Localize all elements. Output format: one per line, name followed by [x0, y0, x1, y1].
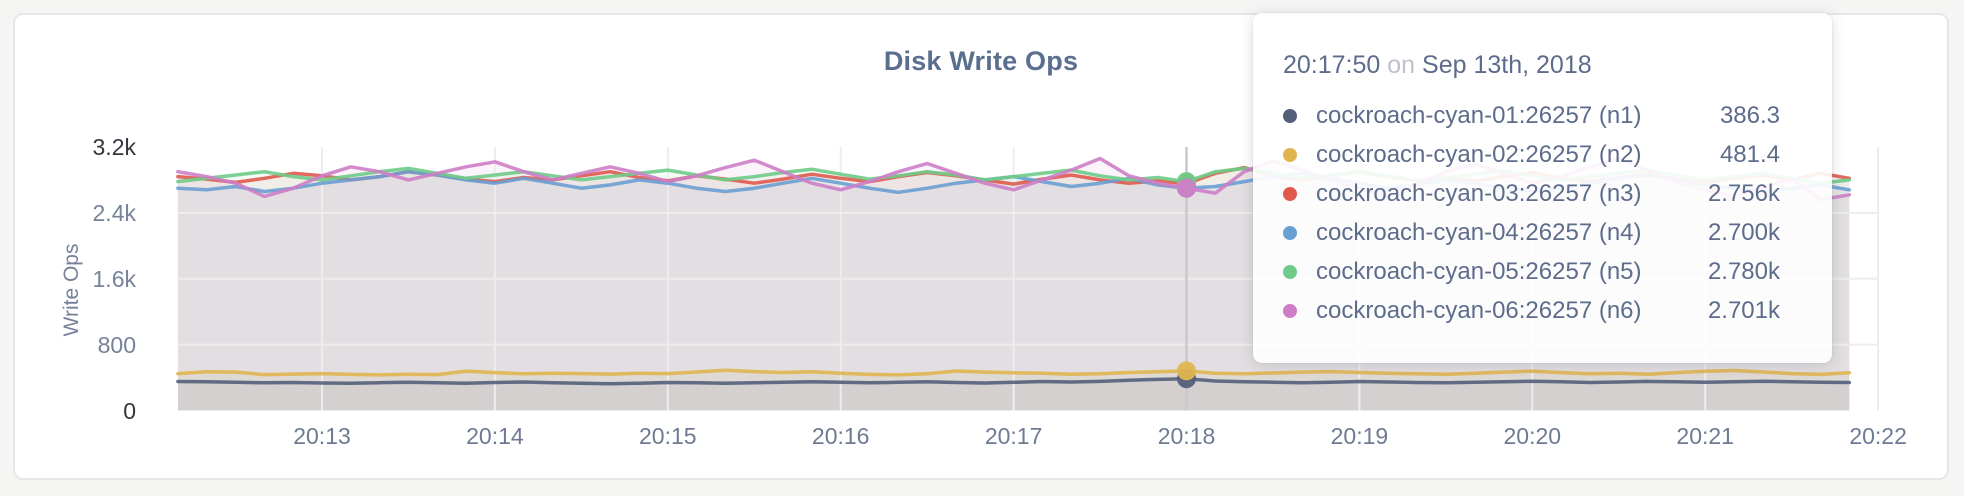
series-color-dot-icon — [1283, 303, 1297, 318]
series-line-n1 — [176, 376, 1852, 386]
tooltip-series-value: 2.700k — [1707, 218, 1780, 246]
hover-dot-n2 — [1177, 361, 1196, 381]
tooltip-series-row: cockroach-cyan-05:26257 (n5) 2.780k — [1283, 252, 1780, 291]
hover-dot-n6 — [1177, 178, 1196, 198]
tooltip-time: 20:17:50 — [1283, 51, 1381, 79]
tooltip-series-row: cockroach-cyan-03:26257 (n3) 2.756k — [1283, 174, 1780, 213]
series-color-dot-icon — [1283, 186, 1297, 201]
tooltip-conjunction: on — [1387, 51, 1416, 79]
tooltip-series-value: 2.701k — [1707, 296, 1780, 324]
tooltip-series-name: cockroach-cyan-06:26257 (n6) — [1316, 296, 1642, 324]
series-color-dot-icon — [1283, 108, 1297, 123]
tooltip-series-value: 481.4 — [1719, 140, 1780, 168]
series-line-n2 — [176, 368, 1852, 377]
tooltip-header: 20:17:50 on Sep 13th, 2018 — [1283, 51, 1780, 80]
tooltip-series-row: cockroach-cyan-04:26257 (n4) 2.700k — [1283, 213, 1780, 252]
series-color-dot-icon — [1283, 147, 1297, 162]
tooltip-series-name: cockroach-cyan-04:26257 (n4) — [1316, 218, 1642, 246]
tooltip-series-name: cockroach-cyan-01:26257 (n1) — [1316, 101, 1642, 129]
tooltip-rows: cockroach-cyan-01:26257 (n1) 386.3 cockroa… — [1283, 96, 1780, 330]
tooltip-series-value: 386.3 — [1719, 101, 1780, 129]
tooltip-series-row: cockroach-cyan-02:26257 (n2) 481.4 — [1283, 135, 1780, 174]
tooltip-series-name: cockroach-cyan-05:26257 (n5) — [1316, 257, 1642, 285]
series-color-dot-icon — [1283, 264, 1297, 279]
tooltip-series-value: 2.756k — [1707, 179, 1780, 207]
tooltip-series-value: 2.780k — [1707, 257, 1780, 285]
chart-tooltip: 20:17:50 on Sep 13th, 2018 cockroach-cya… — [1253, 13, 1832, 363]
tooltip-series-name: cockroach-cyan-02:26257 (n2) — [1316, 140, 1642, 168]
tooltip-series-row: cockroach-cyan-01:26257 (n1) 386.3 — [1283, 96, 1780, 135]
series-color-dot-icon — [1283, 225, 1297, 240]
tooltip-series-row: cockroach-cyan-06:26257 (n6) 2.701k — [1283, 291, 1780, 330]
tooltip-date: Sep 13th, 2018 — [1422, 51, 1592, 79]
tooltip-series-name: cockroach-cyan-03:26257 (n3) — [1316, 179, 1642, 207]
